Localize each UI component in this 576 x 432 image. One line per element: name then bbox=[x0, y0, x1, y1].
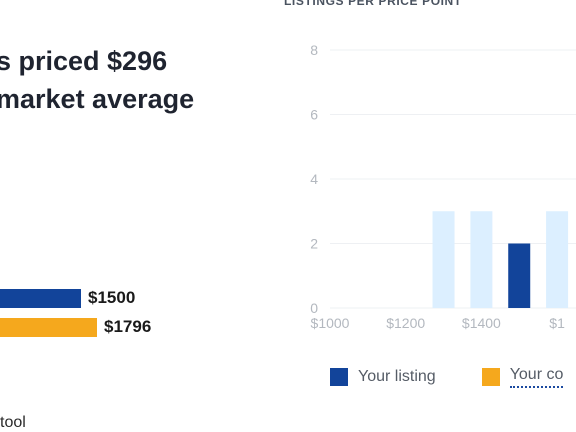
y-tick-label: 6 bbox=[310, 107, 318, 123]
headline-line-1: s priced $296 bbox=[0, 46, 168, 76]
x-tick-label: $1400 bbox=[462, 315, 501, 331]
x-tick-label: $1200 bbox=[386, 315, 425, 331]
legend-swatch-your-listing bbox=[330, 368, 348, 386]
y-tick-label: 8 bbox=[310, 42, 318, 58]
listings-per-price-chart: 0 2 4 6 8 $1000 $1200 $1400 $1 bbox=[310, 42, 576, 331]
y-tick-label: 4 bbox=[310, 171, 318, 187]
chart-legend: Your listing Your co bbox=[330, 366, 576, 388]
bar-your_listing-1500 bbox=[508, 243, 531, 308]
x-tick-label: $1 bbox=[549, 315, 565, 331]
chart-title: LISTINGS PER PRICE POINT bbox=[284, 0, 462, 8]
your-listing-price-bar bbox=[0, 289, 81, 308]
bar-other-1600 bbox=[546, 211, 569, 308]
legend-item-your-listing[interactable]: Your listing bbox=[330, 368, 436, 386]
legend-label-your-listing: Your listing bbox=[358, 368, 436, 385]
legend-label-comparable: Your co bbox=[509, 366, 564, 388]
bar-other-1400 bbox=[470, 211, 493, 308]
y-tick-label: 0 bbox=[310, 300, 318, 316]
y-tick-label: 2 bbox=[310, 236, 318, 252]
footer-link-text[interactable]: tool bbox=[0, 414, 26, 431]
legend-item-comparable[interactable]: Your co bbox=[481, 366, 564, 388]
bar-other-1300 bbox=[432, 211, 455, 308]
price-headline: s priced $296 market average bbox=[0, 42, 194, 118]
comparable-price-bar bbox=[0, 318, 97, 337]
legend-swatch-comparable bbox=[481, 368, 500, 386]
x-tick-label: $1000 bbox=[311, 315, 350, 331]
comparable-price-label: $1796 bbox=[104, 317, 152, 336]
headline-line-2: market average bbox=[0, 84, 195, 114]
your-listing-price-label: $1500 bbox=[88, 288, 136, 307]
